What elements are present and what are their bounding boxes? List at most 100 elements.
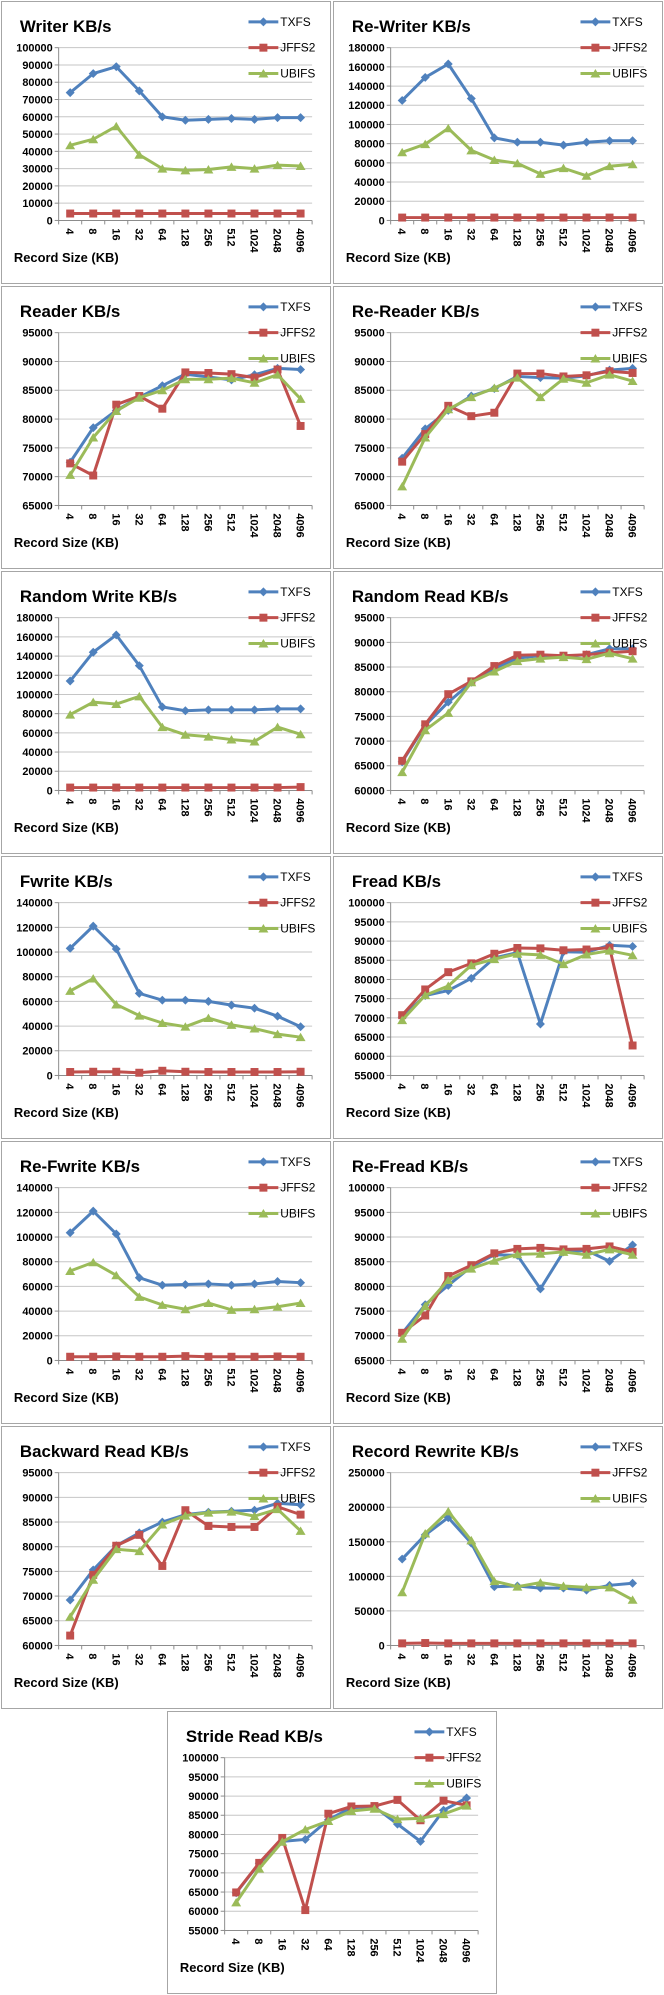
- y-axis-tick-label: 120000: [16, 670, 52, 682]
- data-point-marker-txfs: [204, 1279, 213, 1288]
- x-axis-tick-label: 8: [418, 228, 430, 234]
- legend-label-ubifs: UBIFS: [280, 1491, 315, 1505]
- x-axis-tick-label: 64: [487, 228, 499, 240]
- y-axis-tick-label: 60000: [354, 1051, 384, 1063]
- data-point-marker-txfs: [628, 942, 637, 951]
- x-axis-tick-label: 16: [109, 798, 121, 810]
- y-axis-tick-label: 0: [47, 215, 53, 227]
- data-point-marker-txfs: [250, 705, 259, 714]
- data-point-marker-jffs2: [181, 784, 189, 792]
- legend-marker-txfs: [591, 1442, 600, 1451]
- x-axis-tick-label: 4096: [294, 228, 306, 252]
- x-axis-tick-label: 8: [418, 1653, 430, 1659]
- y-axis-tick-label: 75000: [22, 443, 52, 455]
- x-axis-tick-label: 32: [132, 513, 144, 525]
- data-point-marker-ubifs: [443, 1507, 453, 1515]
- y-axis-tick-label: 70000: [354, 1331, 384, 1343]
- y-axis-tick-label: 80000: [354, 414, 384, 426]
- x-axis-tick-label: 128: [510, 513, 522, 531]
- x-axis-tick-label: 512: [556, 1083, 568, 1101]
- y-axis-tick-label: 90000: [354, 1232, 384, 1244]
- x-axis-tick-label: 256: [367, 1938, 379, 1956]
- x-axis-tick-label: 4096: [626, 1083, 638, 1107]
- legend-label-txfs: TXFS: [612, 300, 643, 314]
- y-axis-tick-label: 140000: [348, 81, 384, 93]
- data-point-marker-ubifs: [443, 124, 453, 132]
- data-point-marker-txfs: [273, 1012, 282, 1021]
- y-axis-tick-label: 75000: [354, 443, 384, 455]
- y-axis-tick-label: 90000: [354, 936, 384, 948]
- y-axis-tick-label: 50000: [354, 1606, 384, 1618]
- x-axis-tick-label: 512: [556, 513, 568, 531]
- x-axis-tick-label: 4: [395, 798, 407, 804]
- x-axis-tick-label: 4: [395, 228, 407, 234]
- data-point-marker-jffs2: [583, 214, 591, 222]
- y-axis-tick-label: 80000: [22, 972, 52, 984]
- y-axis-tick-label: 200000: [348, 1502, 384, 1514]
- y-axis-tick-label: 90000: [22, 60, 52, 72]
- data-point-marker-jffs2: [227, 1353, 235, 1361]
- data-point-marker-jffs2: [66, 459, 74, 467]
- legend-marker-txfs: [259, 17, 268, 26]
- chart-canvas: 0200004000060000800001000001200001400004…: [2, 857, 330, 1138]
- data-point-marker-txfs: [273, 113, 282, 122]
- x-axis-tick-label: 4096: [460, 1938, 472, 1962]
- y-axis-tick-label: 70000: [22, 94, 52, 106]
- legend-marker-jffs2: [259, 614, 267, 622]
- legend-marker-txfs: [259, 587, 268, 596]
- y-axis-tick-label: 120000: [16, 1207, 52, 1219]
- data-point-marker-txfs: [181, 996, 190, 1005]
- y-axis-tick-label: 75000: [354, 711, 384, 723]
- y-axis-tick-label: 0: [47, 1355, 53, 1367]
- y-axis-tick-label: 65000: [188, 1887, 218, 1899]
- data-point-marker-ubifs: [397, 768, 407, 776]
- y-axis-tick-label: 95000: [22, 1468, 52, 1480]
- x-axis-tick-label: 2048: [271, 1368, 283, 1392]
- x-axis-tick-label: 512: [224, 798, 236, 816]
- y-axis-tick-label: 120000: [16, 922, 52, 934]
- legend-label-ubifs: UBIFS: [612, 66, 647, 80]
- chart-title: Re-Writer KB/s: [352, 17, 471, 36]
- legend-label-ubifs: UBIFS: [446, 1776, 481, 1790]
- x-axis-tick-label: 1024: [580, 1368, 592, 1392]
- data-point-marker-jffs2: [274, 784, 282, 792]
- y-axis-tick-label: 20000: [22, 1331, 52, 1343]
- data-point-marker-jffs2: [559, 1639, 567, 1647]
- data-point-marker-jffs2: [467, 1639, 475, 1647]
- data-point-marker-jffs2: [227, 784, 235, 792]
- y-axis-tick-label: 70000: [188, 1868, 218, 1880]
- legend-label-txfs: TXFS: [612, 1155, 643, 1169]
- x-axis-tick-label: 16: [109, 228, 121, 240]
- y-axis-tick-label: 160000: [16, 632, 52, 644]
- chart-canvas: 5500060000650007000075000800008500090000…: [334, 857, 662, 1138]
- legend-marker-jffs2: [591, 1184, 599, 1192]
- x-axis-tick-label: 256: [201, 1653, 213, 1671]
- y-axis-tick-label: 100000: [348, 1571, 384, 1583]
- data-point-marker-jffs2: [181, 1352, 189, 1360]
- data-point-marker-jffs2: [398, 214, 406, 222]
- x-axis-tick-label: 16: [441, 228, 453, 240]
- x-axis-title: Record Size (KB): [346, 1675, 451, 1690]
- y-axis-tick-label: 60000: [22, 1281, 52, 1293]
- data-point-marker-ubifs: [111, 122, 121, 130]
- data-point-marker-txfs: [628, 1579, 637, 1588]
- legend-label-ubifs: UBIFS: [280, 636, 315, 650]
- x-axis-tick-label: 1024: [248, 228, 260, 252]
- data-point-marker-jffs2: [158, 784, 166, 792]
- x-axis-title: Record Size (KB): [346, 1105, 451, 1120]
- x-axis-tick-label: 4096: [294, 1653, 306, 1677]
- y-axis-tick-label: 60000: [22, 996, 52, 1008]
- series-line-ubifs: [402, 951, 632, 1020]
- data-point-marker-jffs2: [398, 1639, 406, 1647]
- legend-marker-jffs2: [259, 1469, 267, 1477]
- legend-marker-txfs: [591, 872, 600, 881]
- x-axis-title: Record Size (KB): [346, 250, 451, 265]
- chart-title: Stride Read KB/s: [186, 1727, 323, 1746]
- x-axis-tick-label: 512: [224, 1083, 236, 1101]
- data-point-marker-jffs2: [251, 210, 259, 218]
- y-axis-tick-label: 75000: [354, 994, 384, 1006]
- x-axis-tick-label: 4: [395, 513, 407, 519]
